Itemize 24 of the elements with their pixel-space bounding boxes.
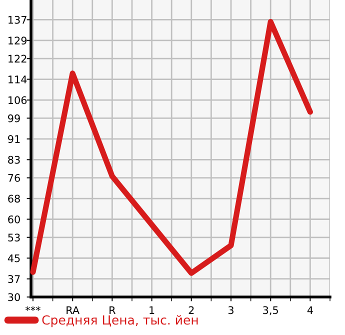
y-tick-label: 45: [8, 254, 20, 262]
y-tick-label: 68: [8, 194, 20, 203]
x-tick-label: ***: [25, 306, 40, 311]
x-tick-label: 1: [150, 306, 154, 314]
x-tick-label: 3: [228, 306, 234, 314]
y-tick-label: 137: [8, 16, 26, 24]
y-tick-label: 129: [8, 36, 27, 45]
y-tick-label: 37: [8, 275, 20, 283]
x-tick-label: 4: [307, 306, 313, 314]
x-tick-label: 3,5: [263, 306, 278, 316]
y-tick-label: 122: [8, 54, 26, 63]
x-tick-label: RA: [66, 306, 80, 314]
y-tick-label: 53: [8, 234, 20, 242]
y-tick-label: 76: [8, 174, 20, 182]
y-tick-label: 99: [8, 114, 20, 122]
y-tick-label: 30: [8, 293, 20, 302]
y-tick-label: 106: [8, 96, 27, 104]
y-tick-label: 114: [8, 76, 27, 84]
y-tick-label: 91: [8, 135, 20, 144]
x-tick-label: 2: [188, 306, 194, 314]
legend-label: Средняя Цена, тыс. йен: [42, 315, 198, 328]
y-tick-label: 60: [8, 215, 20, 224]
x-tick-label: R: [110, 306, 116, 314]
y-tick-label: 83: [8, 156, 20, 164]
